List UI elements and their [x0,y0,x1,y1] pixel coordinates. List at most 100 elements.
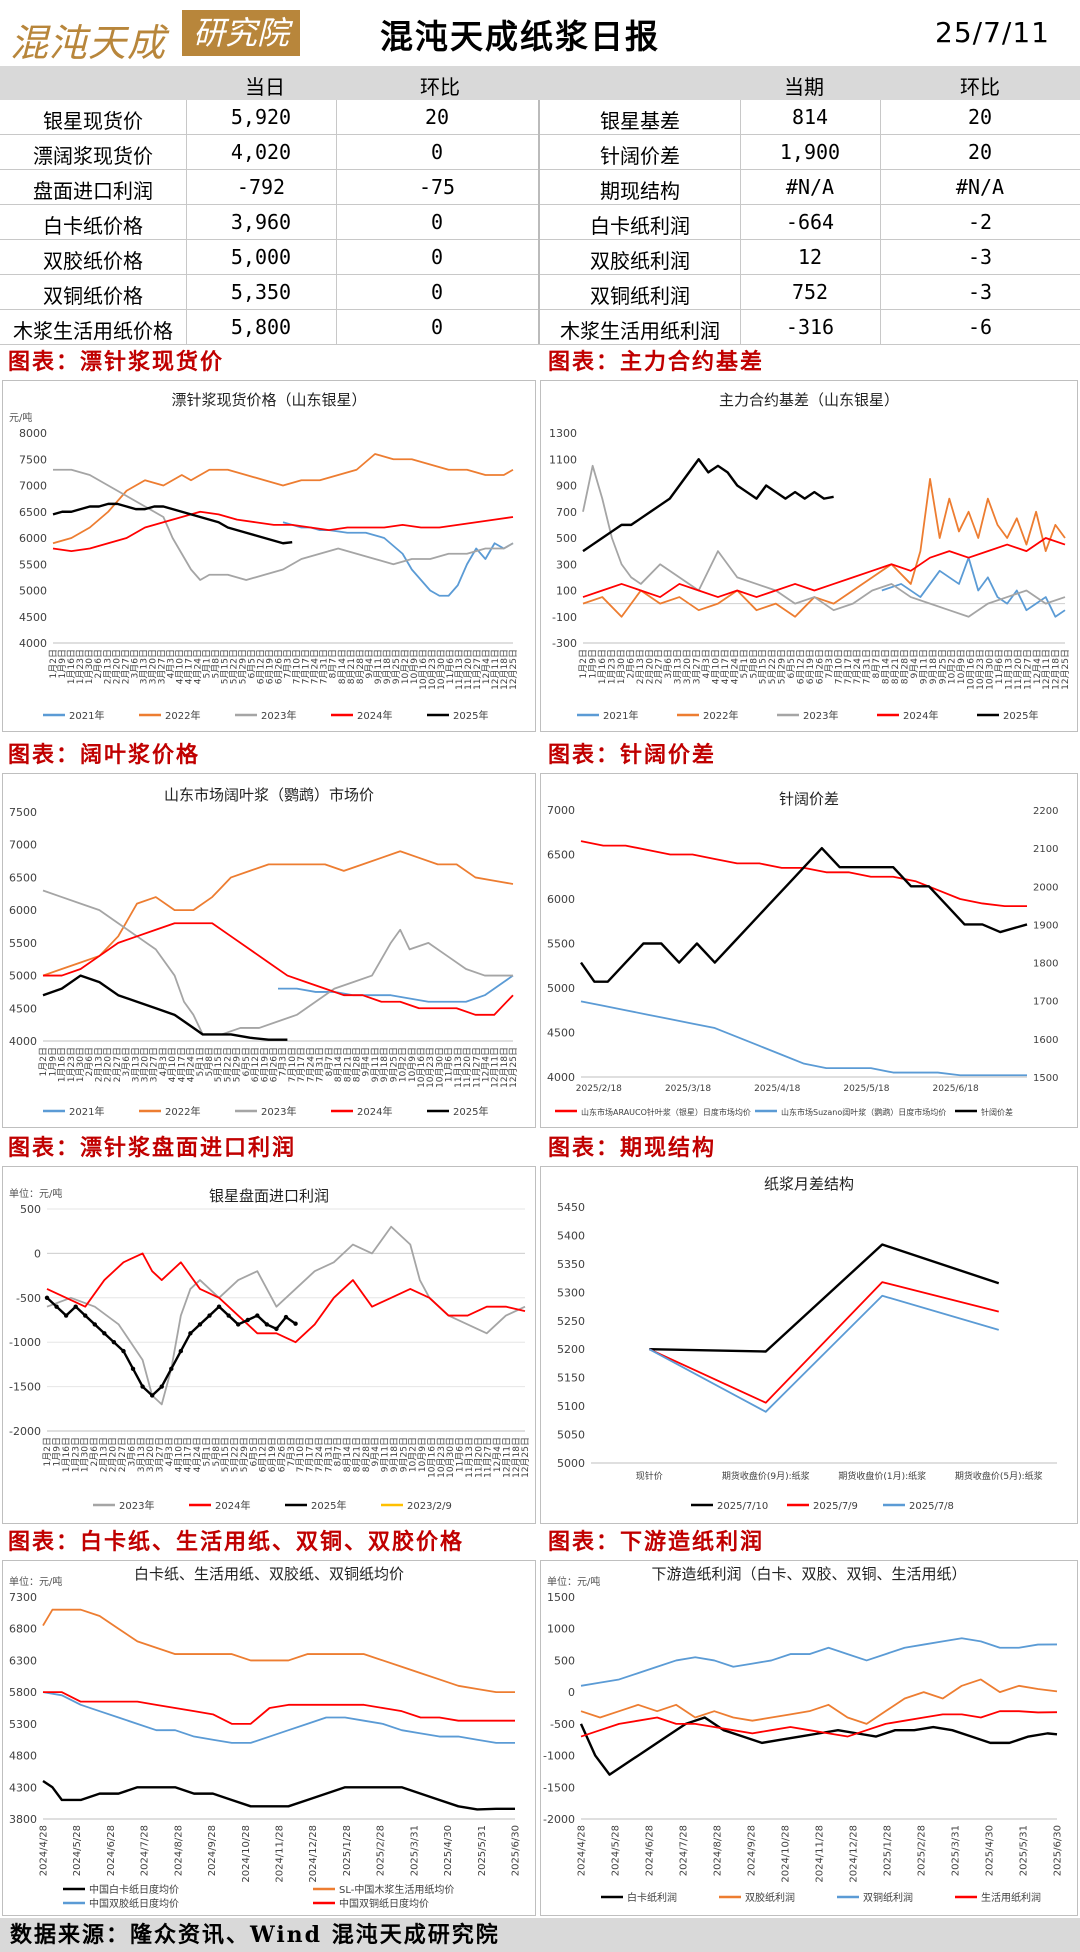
x-tick-label: 2025/5/18 [843,1084,889,1094]
row-change-left: -75 [418,175,456,199]
legend-label: 生活用纸利润 [981,1891,1041,1904]
x-tick-label: 9月18日 [389,1437,400,1472]
chart-c5: 银星盘面进口利润 单位：元/吨 -2000 -1500 -1000 -500 0 500 1月2… [9,1187,531,1512]
x-tick-label: 10月2日 [400,649,411,684]
series-point [130,1366,136,1372]
x-tick-label: 5月8日 [204,1047,215,1076]
category-label: 期货收盘价(9月):纸浆 [722,1470,810,1482]
x-tick-label: 11月6日 [445,649,456,684]
x-tick-label: 5月1日 [195,1047,206,1076]
y-tick-label: 500 [20,1203,41,1216]
x-tick-label: 8月21日 [342,1047,353,1082]
section-title-import-profit: 图表：漂针浆盘面进口利润 [8,1135,297,1161]
x-tick-label: 6月5日 [248,1437,259,1466]
x-tick-label: 10月9日 [956,649,967,684]
x-tick-label: 5月8日 [211,649,222,678]
x-tick-label: 4月17日 [183,1437,194,1472]
row-change-left: 0 [430,210,444,234]
x-tick-label: 6月5日 [786,649,797,678]
x-tick-label: 2月27日 [120,649,131,684]
y-tick-label: 7000 [547,804,575,817]
x-tick-label: 2024/12/28 [849,1825,860,1883]
series-point [245,1317,250,1323]
x-tick-label: 2024/4/28 [39,1825,50,1876]
y-tick-label: 5250 [557,1315,585,1328]
row-change-right: -3 [967,245,993,269]
chart-unit: 单位：元/吨 [9,1187,62,1200]
series-line-1 [648,1281,999,1404]
x-tick-label: 7月3日 [278,1047,289,1076]
x-tick-label: 2024/6/28 [106,1825,117,1876]
x-tick-label: 5月22日 [230,1437,241,1472]
x-tick-label: 2024/7/28 [140,1825,151,1876]
series-line-0 [579,1716,1058,1776]
y-tick-label: 7500 [19,453,47,466]
x-tick-label: 2024/9/28 [207,1825,218,1876]
y-tick-label: 5100 [557,1400,585,1413]
chart-c8: 下游造纸利润（白卡、双胶、双铜、生活用纸） 单位：元/吨 -2000 -1500 -10… [543,1565,1063,1904]
legend-label: 2025/7/9 [813,1501,858,1512]
x-tick-label: 2月6日 [89,1437,100,1466]
section-title-paper-profit: 图表：下游造纸利润 [548,1529,765,1555]
x-tick-label: 5月15日 [220,1437,231,1472]
section-title-basis: 图表：主力合约基差 [548,349,765,375]
y-tick-label: 5000 [547,982,575,995]
x-tick-label: 12月18日 [499,1047,510,1088]
x-tick-label: 5月15日 [213,1047,224,1082]
x-tick-label: 7月17日 [296,1047,307,1082]
x-tick-label: 7月10日 [833,649,844,684]
x-tick-label: 2024/12/28 [308,1825,319,1883]
y-tick-label: 8000 [19,427,47,440]
series-line-3 [582,537,1066,598]
legend-label: 中国双胶纸日度均价 [89,1897,179,1910]
row-change-right: -2 [967,210,993,234]
series-line-3 [52,510,514,553]
x-tick-label: 6月19日 [267,1437,278,1472]
x-tick-label: 3月6日 [129,649,140,678]
x-tick-label: 5月29日 [232,1047,243,1082]
x-tick-label: 2月13日 [635,649,646,684]
legend-label: 山东市场ARAUCO针叶浆（银星）日度市场均价 [581,1107,751,1117]
y-tick-label: 1500 [547,1591,575,1604]
y-tick-label: 4000 [547,1071,575,1084]
x-tick-label: 6月12日 [796,649,807,684]
x-tick-label: 8月7日 [871,649,882,678]
x-tick-label: 7月24日 [305,1047,316,1082]
x-tick-label: 1月2日 [48,649,59,678]
x-tick-label: 11月20日 [473,1437,484,1478]
x-tick-label: 4月10日 [174,649,185,684]
legend-label: 2021年 [69,709,104,722]
x-tick-label: 2月27日 [654,649,665,684]
x-tick-label: 3月27日 [692,649,703,684]
x-tick-label: 2025/6/18 [933,1084,979,1094]
y-tick-label: 4300 [9,1781,37,1794]
x-tick-label: 4月24日 [729,649,740,684]
x-tick-label: 1月16日 [61,1437,72,1472]
x-tick-label: 4月17日 [183,649,194,684]
chart-unit: 单位：元/吨 [547,1575,600,1588]
x-tick-label: 8月14日 [337,649,348,684]
x-tick-label: 7月24日 [310,649,321,684]
legend-label: 针阔价差 [981,1107,1013,1117]
y-tick-label: 100 [556,585,577,598]
y2-tick-label: 2200 [1033,806,1058,817]
series-line-0 [42,1779,515,1811]
y-tick-label: 4500 [547,1027,575,1040]
row-value-right: #N/A [785,175,835,199]
x-tick-label: 2025/3/31 [951,1825,962,1876]
legend-label: 2023年 [261,1105,296,1118]
x-tick-label: 12月4日 [481,1047,492,1082]
series-point [140,1384,145,1389]
section-title-spread: 图表：针阔价差 [548,742,717,768]
series-line-1 [42,850,514,977]
x-tick-label: 10月23日 [436,1437,447,1478]
series-point [102,1331,107,1336]
y-tick-label: 5200 [557,1343,585,1356]
x-tick-label: 2025/5/31 [1019,1825,1030,1876]
x-tick-label: 2024/5/28 [72,1825,83,1876]
x-tick-label: 2月13日 [102,649,113,684]
row-label-left: 双胶纸价格 [43,249,143,273]
x-tick-label: 2024/5/28 [611,1825,622,1876]
x-tick-label: 8月21日 [890,649,901,684]
